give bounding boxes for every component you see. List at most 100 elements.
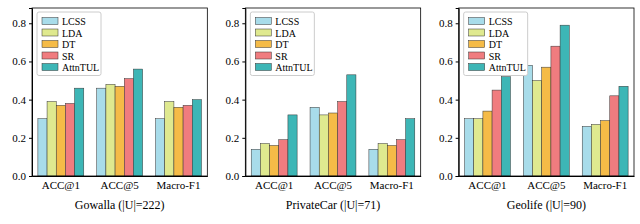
x-tick-label: ACC@5 <box>101 179 140 191</box>
bar <box>65 103 74 176</box>
legend-item: LDA <box>469 28 510 39</box>
bar <box>279 140 288 176</box>
bar <box>474 119 483 176</box>
bar <box>56 105 65 176</box>
y-tick: 0.2 <box>12 132 32 144</box>
legend-item: LDA <box>42 28 83 39</box>
legend-swatch <box>255 41 271 48</box>
x-tick-label: Macro-F1 <box>583 179 627 191</box>
bar <box>551 46 560 176</box>
panel: 0.00.20.40.60.8ACC@1ACC@5Macro-F1Geolife… <box>439 8 635 212</box>
y-tick: 0.8 <box>12 17 32 29</box>
y-tick-mark <box>29 176 32 177</box>
y-tick-mark <box>242 100 245 101</box>
bar <box>378 144 387 176</box>
legend-item: DT <box>42 39 75 50</box>
y-tick-mark <box>29 61 32 62</box>
legend-label: DT <box>62 39 75 50</box>
figure: 0.0 0.2 0.4 0.6 0.8 ACC@1 ACC@5 Macro-F1 Gowalla… <box>0 0 640 224</box>
y-tick: 0.4 <box>226 94 246 106</box>
bar <box>501 77 510 176</box>
y-tick-label: 0.0 <box>439 170 453 182</box>
legend-label: AttnTUL <box>275 62 312 73</box>
legend-item: AttnTUL <box>255 62 312 73</box>
y-axis: 0.00.20.40.60.8 <box>439 9 459 183</box>
y-tick-mark <box>29 23 32 24</box>
x-axis-title: Gowalla (|U|=222) <box>75 198 165 212</box>
bar <box>533 81 542 176</box>
legend-item: LDA <box>255 28 296 39</box>
bar <box>133 69 142 176</box>
x-tick: Macro-F1 <box>157 176 201 191</box>
x-axis: ACC@1ACC@5Macro-F1 <box>246 176 421 191</box>
y-tick-mark <box>242 23 245 24</box>
bar <box>192 100 201 176</box>
bar <box>328 113 337 176</box>
legend-label: LDA <box>275 28 296 39</box>
y-tick: 0.4 <box>439 94 459 106</box>
y-axis: 0.00.20.40.60.8 <box>226 9 246 183</box>
y-tick-label: 0.8 <box>12 17 26 29</box>
bar <box>483 111 492 176</box>
x-axis: ACC@1 ACC@5 Macro-F1 <box>33 176 208 191</box>
y-tick-mark <box>456 100 459 101</box>
legend-item: AttnTUL <box>42 62 99 73</box>
legend-box <box>250 12 314 76</box>
legend-swatch <box>255 18 271 25</box>
panel: 0.00.20.40.60.8ACC@1ACC@5Macro-F1Gowalla… <box>12 8 208 212</box>
bar <box>156 119 165 176</box>
bar <box>582 126 591 176</box>
y-tick-mark <box>242 61 245 62</box>
bar <box>165 102 174 176</box>
y-axis: 0.00.20.40.60.8 <box>12 9 32 183</box>
bar <box>106 84 115 176</box>
legend-item: AttnTUL <box>469 62 526 73</box>
y-tick-label: 0.2 <box>12 132 26 144</box>
bar <box>406 119 415 176</box>
plot-frame <box>245 8 420 176</box>
legend-label: SR <box>62 51 75 62</box>
bar <box>174 107 183 176</box>
bars <box>251 75 415 176</box>
bar <box>251 149 260 176</box>
y-tick-label: 0.0 <box>12 170 26 182</box>
legend-label: LCSS <box>62 16 86 27</box>
y-tick: 0.6 <box>226 55 246 67</box>
bar <box>610 96 619 176</box>
bar <box>47 102 56 176</box>
x-tick: ACC@1 <box>255 176 293 191</box>
legend-swatch <box>469 41 485 48</box>
legend-item: DT <box>255 39 288 50</box>
y-tick-mark <box>29 138 32 139</box>
bar <box>591 124 600 176</box>
bar <box>465 119 474 176</box>
legend: LCSSLDADTSRAttnTUL <box>464 12 528 76</box>
legend-item: SR <box>255 51 288 62</box>
plot-frame <box>32 8 207 176</box>
legend-item: LCSS <box>469 16 513 27</box>
bars <box>465 25 629 176</box>
legend-label: LDA <box>489 28 510 39</box>
y-tick-mark <box>456 61 459 62</box>
legend-swatch <box>469 52 485 59</box>
bar <box>319 115 328 176</box>
y-tick: 0.0 <box>226 170 246 182</box>
x-tick: ACC@1 <box>42 176 80 191</box>
legend-label: LDA <box>62 28 83 39</box>
legend-item: SR <box>469 51 502 62</box>
legend-box <box>464 12 528 76</box>
bar <box>124 79 133 176</box>
bar <box>347 75 356 176</box>
legend-swatch <box>469 64 485 71</box>
bar <box>288 115 297 176</box>
y-tick: 0.6 <box>12 55 32 67</box>
legend-swatch <box>255 52 271 59</box>
x-tick: ACC@1 <box>468 176 506 191</box>
y-tick: 0.0 <box>439 170 459 182</box>
x-tick: Macro-F1 <box>583 176 627 191</box>
legend-item: LCSS <box>255 16 299 27</box>
legend: LCSSLDADTSRAttnTUL <box>37 12 101 76</box>
y-tick-label: 0.2 <box>439 132 453 144</box>
legend-item: LCSS <box>42 16 86 27</box>
y-tick-label: 0.0 <box>226 170 240 182</box>
